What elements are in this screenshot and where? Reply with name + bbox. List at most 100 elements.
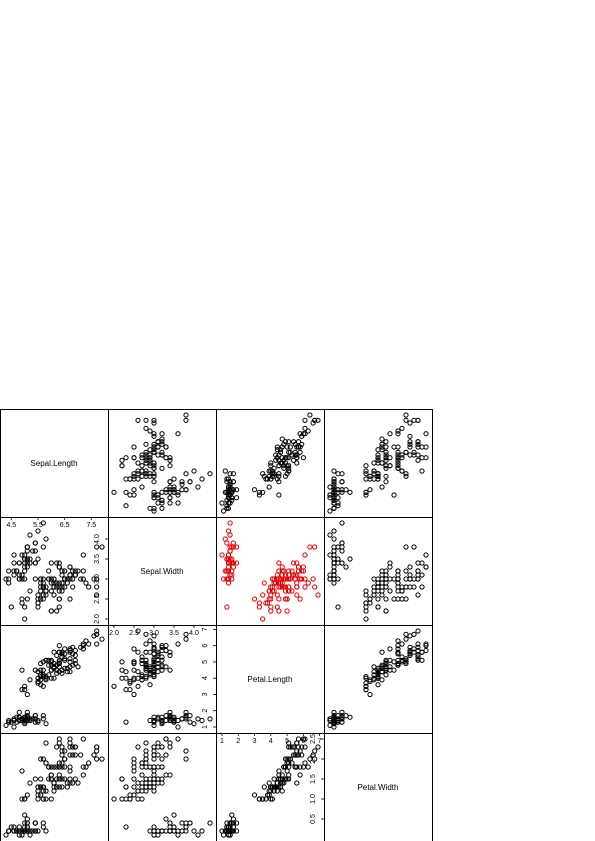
tick-label: 7.5 — [86, 522, 96, 529]
data-point — [23, 617, 27, 621]
data-point — [262, 785, 266, 789]
data-point — [235, 496, 239, 500]
data-point — [424, 565, 428, 569]
data-point — [220, 501, 224, 505]
data-point — [9, 605, 13, 609]
data-point — [376, 605, 380, 609]
tick-label: 6 — [202, 644, 209, 648]
data-point — [328, 509, 332, 513]
data-point — [57, 605, 61, 609]
data-point — [303, 585, 307, 589]
data-point — [388, 432, 392, 436]
data-point — [63, 577, 67, 581]
data-point — [23, 797, 27, 801]
data-point — [269, 461, 273, 465]
data-point — [196, 485, 200, 489]
data-point — [33, 541, 37, 545]
data-point — [188, 720, 192, 724]
data-point — [220, 553, 224, 557]
tick-label: 5 — [202, 660, 209, 664]
data-point — [380, 485, 384, 489]
data-point — [164, 817, 168, 821]
data-point — [49, 609, 53, 613]
data-point — [412, 545, 416, 549]
data-point — [344, 565, 348, 569]
data-point — [184, 632, 188, 636]
data-point — [400, 469, 404, 473]
tick-label: 4 — [269, 738, 273, 745]
data-point — [404, 569, 408, 573]
data-point — [303, 426, 307, 430]
data-point — [340, 480, 344, 484]
panel-Sepal.Length-vs-Petal.Width — [325, 410, 433, 518]
data-point — [55, 653, 59, 657]
tick-label: 4.5 — [6, 522, 16, 529]
variable-label: Petal.Width — [358, 783, 399, 792]
data-point — [39, 777, 43, 781]
data-point — [148, 429, 152, 433]
data-point — [336, 504, 340, 508]
tick-label: 2.0 — [109, 630, 119, 637]
data-point — [132, 777, 136, 781]
data-point — [364, 464, 368, 468]
data-point — [57, 644, 61, 648]
data-point — [168, 464, 172, 468]
data-point — [412, 632, 416, 636]
data-point — [292, 458, 296, 462]
data-point — [132, 488, 136, 492]
tick-label: 1 — [220, 738, 224, 745]
data-point — [308, 545, 312, 549]
data-point — [92, 753, 96, 757]
panel-frame — [1, 518, 109, 626]
data-point — [73, 777, 77, 781]
data-point — [63, 757, 67, 761]
tick-label: 2.0 — [310, 754, 317, 764]
data-point — [124, 825, 128, 829]
data-point — [36, 557, 40, 561]
data-point — [23, 813, 27, 817]
data-point — [408, 421, 412, 425]
data-point — [44, 741, 48, 745]
data-point — [17, 710, 21, 714]
tick-label: 1.0 — [310, 794, 317, 804]
data-point — [392, 493, 396, 497]
panel-Petal.Length-vs-Sepal.Length — [1, 626, 109, 734]
data-point — [44, 761, 48, 765]
data-point — [396, 432, 400, 436]
data-point — [120, 464, 124, 468]
data-point — [408, 434, 412, 438]
data-point — [81, 577, 85, 581]
data-point — [57, 597, 61, 601]
data-point — [100, 545, 104, 549]
tick-label: 2 — [236, 738, 240, 745]
panel-Petal.Length-vs-Sepal.Width — [109, 626, 217, 734]
data-point — [132, 692, 136, 696]
data-point — [424, 432, 428, 436]
data-point — [168, 480, 172, 484]
data-point — [301, 456, 305, 460]
panel-Sepal.Width-vs-Sepal.Length — [1, 518, 109, 626]
data-point — [87, 642, 91, 646]
data-point — [404, 632, 408, 636]
data-point — [308, 413, 312, 417]
data-point — [262, 581, 266, 585]
data-point — [306, 581, 310, 585]
data-point — [332, 529, 336, 533]
data-point — [112, 684, 116, 688]
data-point — [416, 458, 420, 462]
data-point — [277, 493, 281, 497]
data-point — [277, 561, 281, 565]
data-point — [71, 569, 75, 573]
data-point — [404, 637, 408, 641]
data-point — [384, 609, 388, 613]
data-point — [196, 833, 200, 837]
data-point — [404, 545, 408, 549]
data-point — [140, 464, 144, 468]
data-point — [396, 639, 400, 643]
data-point — [340, 521, 344, 525]
data-point — [140, 485, 144, 489]
data-point — [160, 432, 164, 436]
data-point — [4, 833, 8, 837]
data-point — [68, 565, 72, 569]
data-point — [55, 745, 59, 749]
